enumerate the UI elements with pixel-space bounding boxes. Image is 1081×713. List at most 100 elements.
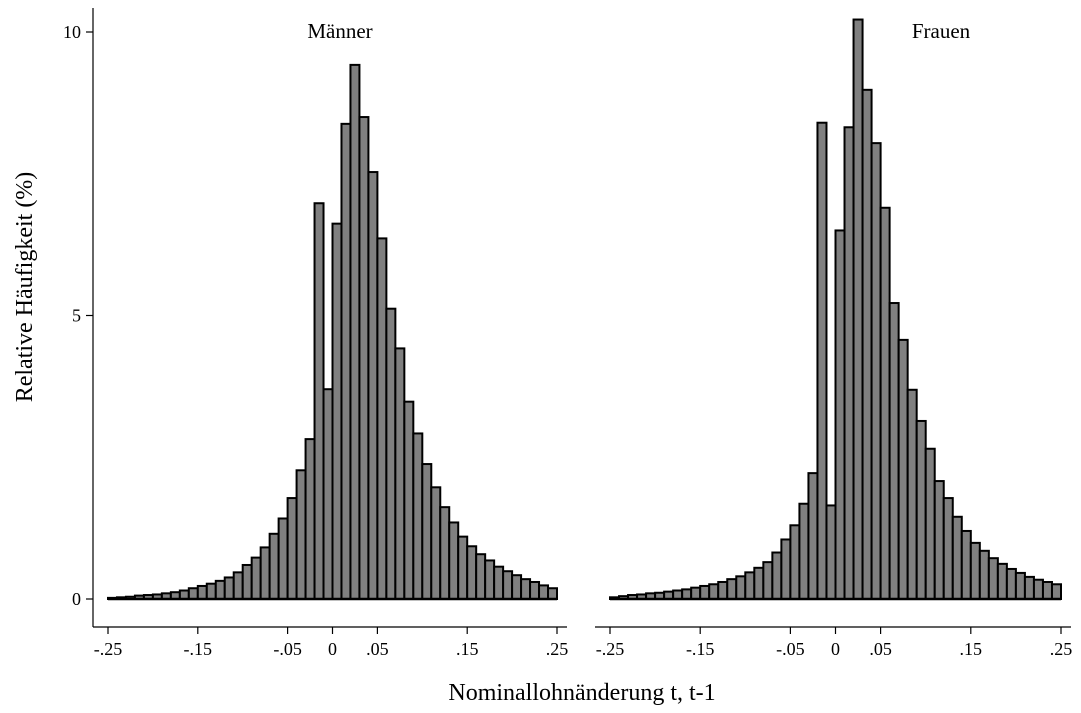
histogram-bar: [484, 559, 496, 601]
histogram-bar: [861, 88, 873, 601]
histogram-bar: [520, 578, 532, 601]
histogram-bar: [1005, 567, 1017, 601]
panel-title-frauen: Frauen: [912, 19, 971, 43]
x-tick-label: .05: [366, 639, 389, 659]
y-axis-title: Relative Häufigkeit (%): [12, 172, 38, 403]
histogram-bar: [987, 557, 999, 600]
x-tick-label: 0: [328, 639, 337, 659]
histogram-bar: [1032, 578, 1044, 600]
histogram-bar: [196, 584, 208, 601]
histogram-bar: [816, 121, 828, 600]
histogram-bar: [681, 588, 693, 600]
histogram-bar: [1050, 583, 1062, 601]
histogram-bar: [807, 472, 819, 601]
histogram-bar: [421, 463, 433, 600]
histogram-bar: [996, 562, 1008, 600]
histogram-bar: [448, 521, 460, 601]
histogram-bar: [493, 565, 505, 600]
histogram-bar: [951, 515, 963, 601]
histogram-bar: [960, 529, 972, 601]
histogram-bar: [753, 566, 765, 600]
histogram-bar: [178, 589, 190, 600]
x-tick-label: 0: [831, 639, 840, 659]
histogram-bar: [304, 438, 316, 600]
histogram-bar: [340, 122, 352, 600]
histogram-bar: [286, 497, 298, 601]
histogram-bar: [466, 545, 478, 601]
x-tick-label: .25: [1050, 639, 1073, 659]
histogram-bar: [1023, 575, 1035, 601]
histogram-bar: [744, 571, 756, 600]
histogram-bar: [547, 587, 559, 600]
histogram-bar: [331, 222, 343, 600]
y-tick-label: 5: [72, 306, 81, 326]
x-tick-label: .15: [960, 639, 983, 659]
histogram-bar: [906, 388, 918, 600]
histogram-bar: [762, 561, 774, 601]
x-axis-title: Nominallohnänderung t, t-1: [448, 680, 715, 706]
x-tick-label: -.25: [596, 639, 625, 659]
histogram-bar: [690, 586, 702, 600]
histogram-bar: [403, 400, 415, 600]
histogram-bar: [511, 574, 523, 601]
histogram-bar: [322, 388, 334, 600]
histogram-bar: [825, 504, 837, 600]
histogram-bar: [349, 63, 361, 600]
x-tick-label: -.15: [686, 639, 715, 659]
histogram-bar: [538, 584, 550, 601]
histogram-bar: [439, 506, 451, 600]
x-tick-label: .05: [869, 639, 892, 659]
histogram-bar: [924, 447, 936, 600]
x-tick-label: .25: [546, 639, 569, 659]
histogram-bar: [834, 229, 846, 600]
histogram-bar: [978, 549, 990, 600]
y-tick-label: 10: [63, 22, 81, 42]
histogram-bar: [843, 126, 855, 600]
histogram-bar: [879, 206, 891, 601]
histogram-bar: [1041, 580, 1053, 600]
histogram-bar: [376, 237, 388, 600]
histogram-bar: [942, 497, 954, 601]
histogram-bar: [475, 553, 487, 601]
histogram-bar: [780, 538, 792, 600]
histogram-bar: [502, 570, 514, 600]
histogram-bar: [717, 580, 729, 600]
histogram-bar: [915, 419, 927, 600]
histogram-bar: [457, 535, 469, 601]
panel-maenner: -.25 -.15 -.05 0 .05 .15 .25: [93, 63, 569, 659]
histogram-bar: [789, 524, 801, 600]
histogram-bar: [268, 532, 280, 600]
x-tick-label: -.25: [94, 639, 123, 659]
histogram-bar: [313, 202, 325, 600]
histogram-bar: [205, 582, 217, 601]
histogram-bar: [250, 556, 262, 600]
histogram-bar: [708, 583, 720, 601]
x-tick-label: .15: [456, 639, 479, 659]
histogram-bar: [223, 576, 235, 601]
histogram-bar: [277, 517, 289, 600]
panel-title-maenner: Männer: [307, 19, 372, 43]
histogram-bar: [888, 302, 900, 600]
histogram-bar: [672, 589, 684, 600]
histogram-bar: [430, 486, 442, 600]
histogram-bar: [367, 171, 379, 601]
histogram-bar: [699, 584, 711, 601]
histogram-bar: [798, 502, 810, 600]
histogram-bar: [897, 338, 909, 600]
histogram-bar: [241, 563, 253, 600]
histogram-bar: [385, 307, 397, 600]
histogram-bar: [232, 571, 244, 600]
histogram-bar: [852, 18, 864, 600]
panel-frauen: -.25 -.15 -.05 0 .05 .15 .25: [595, 18, 1073, 659]
histogram-bar: [187, 587, 199, 600]
histogram-bar: [295, 469, 307, 601]
histogram-bar: [1014, 571, 1026, 600]
histogram-bar: [412, 432, 424, 600]
histogram-bar: [771, 551, 783, 601]
histogram-bar: [726, 578, 738, 601]
histogram-bar: [214, 579, 226, 600]
histogram-bar: [259, 546, 271, 601]
y-axis: 0 5 10: [63, 8, 94, 627]
histogram-bar: [358, 116, 370, 601]
x-tick-label: -.05: [776, 639, 805, 659]
